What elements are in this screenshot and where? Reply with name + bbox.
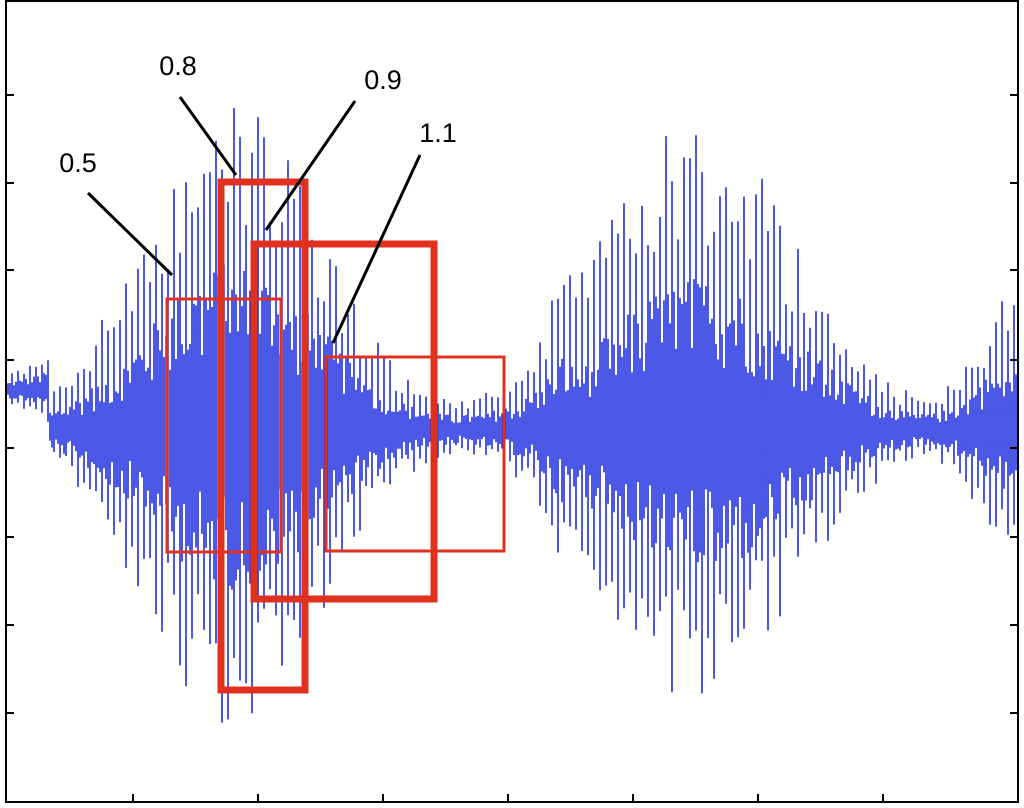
frame [5,0,1019,803]
box-label: 0.9 [364,65,402,95]
box-label: 0.5 [59,148,97,178]
box-label: 1.1 [419,118,457,148]
waveform [7,108,1017,723]
boxes [165,178,506,694]
waveform-trace [7,108,1017,723]
box-label: 0.8 [159,51,197,81]
leader-lines [86,96,422,344]
